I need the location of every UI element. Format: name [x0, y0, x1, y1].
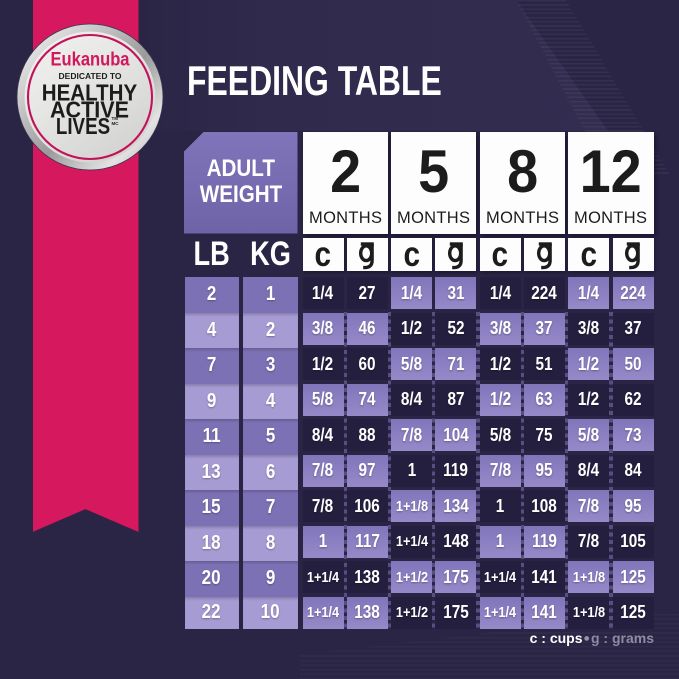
svg-text:MC: MC — [112, 121, 120, 126]
svg-text:DEDICATED TO: DEDICATED TO — [59, 72, 122, 81]
svg-text:TM: TM — [112, 116, 119, 121]
svg-text:Eukanuba: Eukanuba — [51, 50, 130, 71]
svg-text:LIVES: LIVES — [56, 113, 110, 139]
svg-text:ACTIVE: ACTIVE — [50, 97, 129, 123]
svg-text:HEALTHY: HEALTHY — [42, 79, 138, 105]
